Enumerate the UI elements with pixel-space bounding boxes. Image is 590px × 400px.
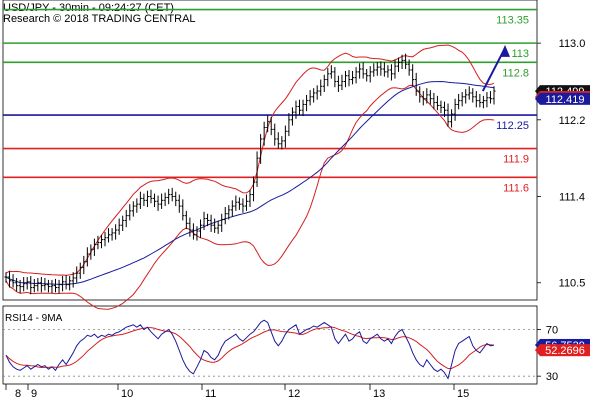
price-badge-pointer [535, 92, 540, 105]
x-axis-tick-label: 12 [288, 388, 300, 400]
rsi-axis-tick-label: 70 [546, 325, 558, 337]
rsi-badge-pointer [535, 344, 540, 357]
rsi-panel-frame [2, 305, 538, 385]
rsi-badge [540, 344, 590, 357]
rsi-badge-label: 52.2696 [545, 345, 585, 357]
price-badge [540, 92, 590, 105]
price-badge-label: 112.419 [546, 94, 585, 106]
x-axis-tick-label: 11 [205, 388, 216, 400]
price-axis-tick-label: 110.5 [559, 278, 586, 290]
bollinger-upper-line [5, 44, 495, 276]
rsi-panel-title: RSI14 - 9MA [5, 313, 63, 324]
level-label: 112.8 [502, 67, 529, 79]
x-axis-tick-label: 10 [121, 388, 133, 400]
price-panel-frame [2, 0, 538, 301]
level-label: 113.35 [496, 15, 529, 27]
chart-subtitle: Research © 2018 TRADING CENTRAL [3, 13, 196, 25]
rsi-line [5, 319, 495, 380]
candles-group [4, 53, 496, 295]
chart-title: USD/JPY - 30min - 09:24:27 (CET) [3, 2, 174, 14]
price-axis-tick-label: 111.4 [559, 191, 585, 203]
x-axis-tick-label: 8 [15, 388, 21, 400]
moving-average-line [5, 80, 495, 285]
price-axis-tick-label: 112.2 [559, 115, 586, 127]
x-axis-tick-label: 15 [457, 388, 469, 400]
price-axis-tick-label: 113.0 [559, 38, 586, 50]
projection-arrow-head [500, 44, 510, 57]
level-label: 111.9 [503, 154, 529, 166]
rsi-axis-tick-label: 30 [546, 371, 558, 383]
x-axis-tick-label: 9 [31, 388, 37, 400]
level-label: 112.25 [496, 120, 529, 132]
level-label: 113 [511, 48, 529, 60]
rsi-ma-line [5, 326, 495, 369]
level-label: 111.6 [503, 182, 529, 194]
x-axis-tick-label: 13 [373, 388, 385, 400]
